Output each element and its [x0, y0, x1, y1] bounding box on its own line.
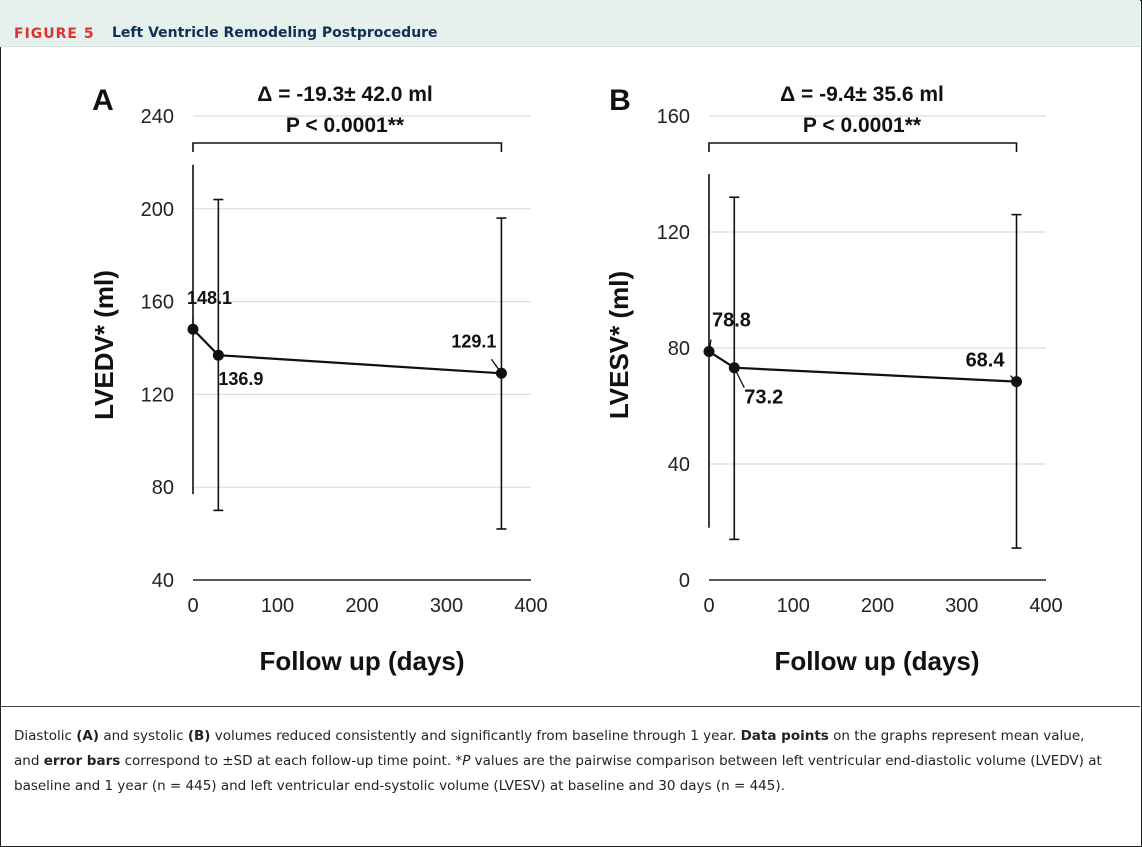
figure-title: Left Ventricle Remodeling Postprocedure [112, 25, 438, 41]
panel-letter: B [609, 84, 631, 117]
x-tick-label: 100 [777, 595, 810, 617]
y-tick-label: 120 [657, 222, 690, 244]
x-tick-label: 0 [703, 595, 714, 617]
data-label-leader [490, 358, 502, 374]
y-tick-label: 0 [679, 570, 690, 592]
caption-segment: P [462, 753, 471, 769]
x-tick-label: 400 [1029, 595, 1062, 617]
figure-number: FIGURE 5 [14, 26, 95, 42]
data-label-leader [1010, 375, 1017, 383]
y-tick-label: 40 [668, 454, 690, 476]
panel-b: 0 40 80 120 160 0 100 200 300 400 Follow up (days)… [604, 83, 1063, 676]
panel-a: 40 80 120 160 200 240 0 100 200 300 400 Follow up (… [89, 83, 548, 676]
x-tick-label: 0 [187, 595, 198, 617]
panel-letter: A [92, 84, 114, 117]
delta-annotation: Δ = -9.4± 35.6 ml [780, 83, 944, 106]
caption-segment: Diastolic [14, 728, 77, 744]
caption-segment: error bars [43, 753, 121, 769]
y-tick-label: 240 [141, 106, 174, 128]
p-value-annotation: P < 0.0001** [803, 114, 922, 137]
y-axis-label: LVESV* (ml) [604, 271, 634, 419]
caption-divider [0, 706, 1140, 707]
x-tick-label: 300 [945, 595, 978, 617]
x-axis-label: Follow up (days) [259, 646, 464, 676]
y-tick-label: 80 [668, 338, 690, 360]
x-axis-label: Follow up (days) [774, 646, 979, 676]
data-label: 73.2 [744, 387, 783, 409]
data-label-leader [708, 339, 712, 352]
data-label: 136.9 [218, 369, 263, 389]
p-value-annotation: P < 0.0001** [286, 114, 405, 137]
x-tick-label: 200 [861, 595, 894, 617]
x-tick-label: 300 [430, 595, 463, 617]
figure-caption: Diastolic (A) and systolic (B) volumes r… [14, 724, 1114, 799]
caption-segment: (B) [187, 728, 211, 744]
y-tick-label: 80 [152, 477, 174, 499]
y-tick-label: 160 [657, 106, 690, 128]
delta-annotation: Δ = -19.3± 42.0 ml [257, 83, 432, 106]
x-tick-label: 200 [345, 595, 378, 617]
caption-segment: on the graphs represent mean value, and [14, 728, 1085, 769]
data-label: 78.8 [712, 309, 751, 331]
data-label-leader [733, 367, 745, 389]
data-label: 129.1 [451, 331, 496, 351]
significance-bracket [708, 142, 1018, 152]
caption-segment: volumes reduced consistently and signifi… [210, 728, 741, 744]
y-tick-label: 200 [141, 199, 174, 221]
y-tick-label: 120 [141, 384, 174, 406]
x-tick-label: 400 [514, 595, 547, 617]
data-label: 148.1 [187, 288, 232, 308]
figure-header: FIGURE 5 Left Ventricle Remodeling Postp… [0, 0, 1140, 47]
caption-segment: correspond to ±SD at each follow-up time… [120, 753, 463, 769]
significance-bracket [192, 142, 503, 152]
data-label: 68.4 [966, 350, 1006, 372]
x-tick-label: 100 [261, 595, 294, 617]
caption-segment: Data points [740, 728, 829, 744]
y-axis-label: LVEDV* (ml) [89, 270, 119, 420]
caption-segment: (A) [76, 728, 100, 744]
caption-segment: values are the pairwise comparison betwe… [14, 753, 1102, 794]
y-tick-label: 160 [141, 292, 174, 314]
y-tick-label: 40 [152, 570, 174, 592]
caption-segment: and systolic [99, 728, 188, 744]
